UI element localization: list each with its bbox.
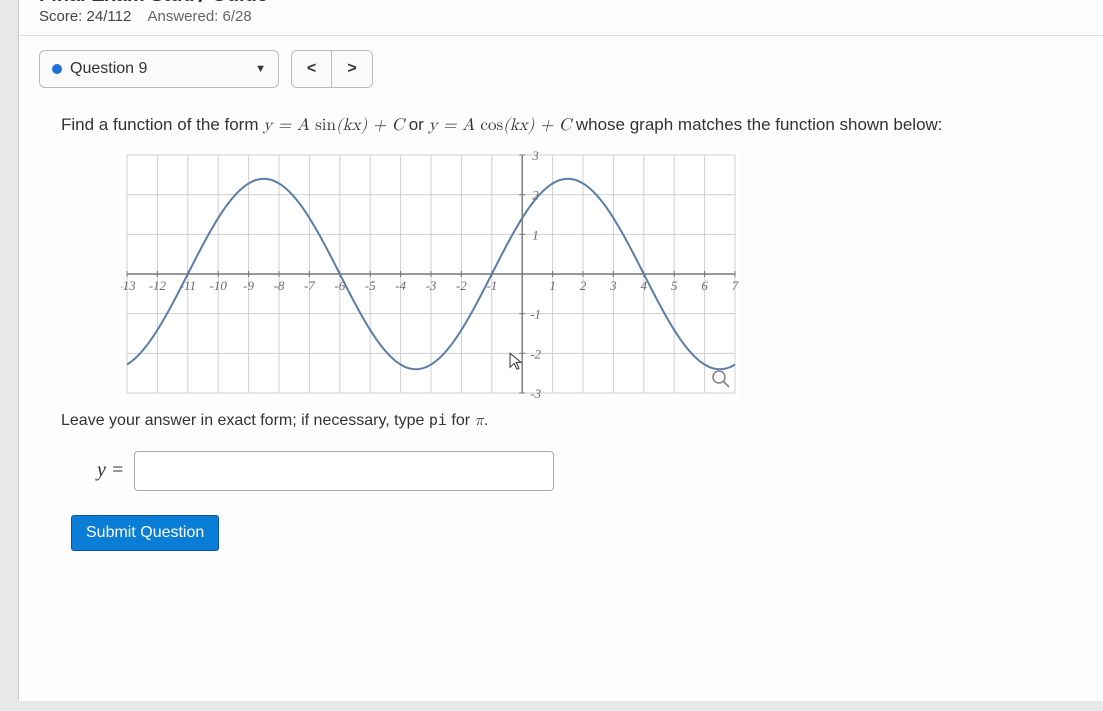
svg-text:1: 1	[549, 278, 556, 293]
submit-button[interactable]: Submit Question	[71, 515, 219, 551]
svg-text:6: 6	[701, 278, 708, 293]
svg-text:-13: -13	[121, 278, 136, 293]
function-graph: -13-12-11-10-9-8-7-6-5-4-3-2-11234567123…	[121, 149, 1061, 399]
svg-text:7: 7	[732, 278, 739, 293]
question-nav: < >	[291, 50, 373, 88]
prev-question-button[interactable]: <	[292, 51, 332, 87]
svg-text:-11: -11	[180, 278, 196, 293]
next-question-button[interactable]: >	[332, 51, 372, 87]
svg-text:-6: -6	[334, 278, 345, 293]
svg-text:-10: -10	[210, 278, 228, 293]
svg-text:-1: -1	[486, 278, 497, 293]
svg-text:-3: -3	[530, 386, 541, 399]
answer-label: y =	[97, 459, 124, 482]
svg-text:-2: -2	[530, 346, 541, 361]
question-dropdown-label: Question 9	[70, 60, 147, 78]
svg-text:-8: -8	[274, 278, 285, 293]
svg-text:-5: -5	[365, 278, 376, 293]
question-dropdown[interactable]: Question 9 ▼	[39, 50, 279, 88]
answer-input[interactable]	[134, 451, 554, 491]
svg-text:2: 2	[580, 278, 587, 293]
page-title: Final Exam Study Guide	[39, 0, 1083, 2]
answered-label: Answered: 6/28	[147, 8, 251, 25]
chevron-down-icon: ▼	[255, 63, 266, 75]
score-label: Score: 24/112	[39, 8, 131, 25]
svg-text:-2: -2	[456, 278, 467, 293]
svg-text:5: 5	[671, 278, 678, 293]
svg-text:1: 1	[532, 227, 539, 242]
svg-text:-4: -4	[395, 278, 406, 293]
status-dot-icon	[52, 64, 62, 74]
answer-instruction: Leave your answer in exact form; if nece…	[61, 411, 1061, 431]
svg-text:-1: -1	[530, 306, 541, 321]
svg-text:3: 3	[609, 278, 617, 293]
question-prompt: Find a function of the form y = A sin(kx…	[61, 112, 1061, 139]
svg-text:2: 2	[532, 187, 539, 202]
svg-text:-9: -9	[243, 278, 254, 293]
svg-text:-3: -3	[426, 278, 437, 293]
svg-text:3: 3	[531, 149, 539, 163]
svg-text:4: 4	[641, 278, 648, 293]
svg-text:-12: -12	[149, 278, 167, 293]
svg-text:-7: -7	[304, 278, 315, 293]
